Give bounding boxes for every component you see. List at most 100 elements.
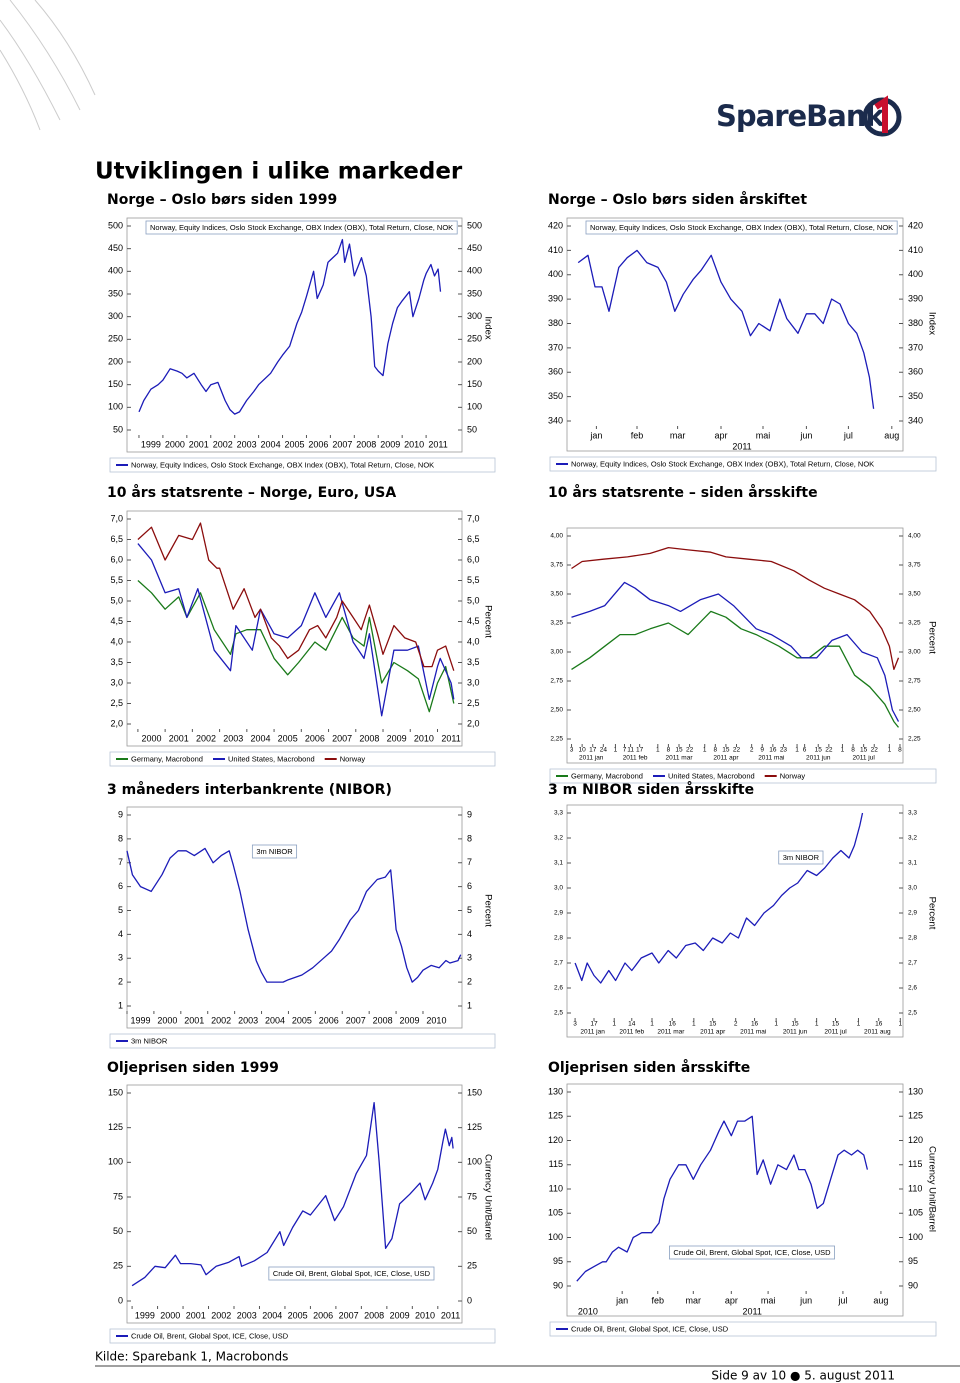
series-line xyxy=(574,812,864,984)
plot-frame xyxy=(566,527,904,764)
y2-tick-label: 2,8 xyxy=(908,935,917,942)
y2-tick-label: 390 xyxy=(908,294,923,304)
y2-tick-label: 120 xyxy=(908,1135,923,1145)
x-tick-label: 16 xyxy=(769,747,777,754)
x-tick-label: 2010 xyxy=(415,1310,435,1320)
y2-tick-label: 3,1 xyxy=(908,860,917,867)
y2-tick-label: 2,0 xyxy=(467,718,480,728)
y-tick-label: 100 xyxy=(108,1157,123,1167)
y-tick-label: 2,5 xyxy=(554,1010,563,1017)
x-tick-label: jul xyxy=(843,430,853,440)
y2-tick-label: 4,5 xyxy=(467,616,480,626)
x-tick-label: 2001 xyxy=(186,1310,206,1320)
x-tick-label: 2010 xyxy=(404,439,424,449)
y2-tick-label: 75 xyxy=(467,1191,477,1201)
x-group-label: 2011 xyxy=(742,1306,761,1316)
y2-axis-label: Currency Unit/Barrel xyxy=(482,1154,493,1240)
legend-label: Crude Oil, Brent, Global Spot, ICE, Clos… xyxy=(571,1324,729,1333)
legend-label: Norway xyxy=(340,754,366,763)
y-tick-label: 2,8 xyxy=(554,935,563,942)
deco-curve xyxy=(0,19,61,121)
x-tick-label: 2001 xyxy=(184,1015,204,1025)
y2-tick-label: 2,5 xyxy=(908,1010,917,1017)
x-tick-label: 8 xyxy=(851,747,855,754)
y-tick-label: 3,3 xyxy=(554,810,563,817)
x-tick-label: 2010 xyxy=(414,733,434,743)
y-tick-label: 150 xyxy=(108,1087,123,1097)
y-tick-label: 250 xyxy=(108,334,123,344)
legend-label: Germany, Macrobond xyxy=(571,771,643,780)
x-tick-label: mar xyxy=(686,1295,702,1305)
y2-axis-label: Percent xyxy=(926,621,937,654)
x-tick-label: 2003 xyxy=(237,1310,257,1320)
x-tick-label: 14 xyxy=(628,1021,636,1028)
y2-tick-label: 100 xyxy=(908,1232,923,1242)
y-tick-label: 150 xyxy=(108,379,123,389)
chart-heading: 10 års statsrente – siden årsskifte xyxy=(548,484,818,501)
x-tick-label: 15 xyxy=(791,1021,799,1028)
x-tick-label: 2006 xyxy=(313,1310,333,1320)
x-tick-label: mai xyxy=(761,1295,776,1305)
y-tick-label: 3,25 xyxy=(550,620,563,627)
y-tick-label: 95 xyxy=(553,1256,563,1266)
y2-tick-label: 200 xyxy=(467,356,482,366)
legend-box xyxy=(109,1033,496,1049)
plot-legend-box xyxy=(145,220,458,235)
y2-tick-label: 50 xyxy=(467,424,477,434)
legend-box xyxy=(109,1328,496,1344)
deco-curve xyxy=(0,49,41,131)
legend-box xyxy=(109,751,496,767)
y-tick-label: 3,5 xyxy=(110,657,123,667)
x-tick-label: 6 xyxy=(803,747,807,754)
x-group-label: 2011 xyxy=(732,441,751,451)
x-group-label: 2011 feb xyxy=(623,755,648,762)
series-line xyxy=(577,249,875,409)
y2-tick-label: 3,75 xyxy=(908,562,921,569)
legend-label: Germany, Macrobond xyxy=(131,754,203,763)
chart-heading: Oljeprisen siden 1999 xyxy=(107,1060,279,1076)
y2-tick-label: 1 xyxy=(467,1000,472,1010)
plot-frame xyxy=(126,217,463,453)
plot-legend-box xyxy=(251,844,298,859)
y-tick-label: 3,75 xyxy=(550,562,563,569)
plot-legend-box xyxy=(268,1266,435,1281)
y-tick-label: 2,75 xyxy=(550,678,563,685)
y-tick-label: 50 xyxy=(113,424,123,434)
x-tick-label: 2009 xyxy=(390,1310,410,1320)
chart-heading: 3 m NIBOR siden årsskifte xyxy=(548,781,754,798)
chart-heading: Norge – Oslo børs siden 1999 xyxy=(107,192,337,208)
x-tick-label: 2 xyxy=(734,1021,738,1028)
y-tick-label: 1 xyxy=(118,1000,123,1010)
y-tick-label: 120 xyxy=(548,1135,563,1145)
y-tick-label: 2,9 xyxy=(554,910,563,917)
x-tick-label: 16 xyxy=(875,1021,883,1028)
legend-box xyxy=(549,1321,937,1337)
x-tick-label: 2005 xyxy=(284,439,304,449)
y-tick-label: 2,6 xyxy=(554,985,563,992)
x-group-label: 2011 jul xyxy=(853,755,876,762)
x-tick-label: 3 xyxy=(570,747,574,754)
plot-frame xyxy=(126,806,463,1029)
x-tick-label: 10 xyxy=(579,747,587,754)
y-tick-label: 90 xyxy=(553,1280,563,1290)
x-tick-label: 2007 xyxy=(346,1015,366,1025)
y2-axis-label: Percent xyxy=(482,605,493,638)
x-tick-label: 17 xyxy=(590,1021,598,1028)
y-tick-label: 450 xyxy=(108,243,123,253)
x-group-label: 2011 jul xyxy=(824,1029,847,1036)
logo-one xyxy=(874,95,888,133)
x-group-label: 2011 jun xyxy=(783,1029,808,1036)
x-group-label: 2011 jan xyxy=(580,1029,605,1036)
series-line xyxy=(137,522,455,671)
y-tick-label: 100 xyxy=(548,1232,563,1242)
x-tick-label: 1 xyxy=(774,1021,778,1028)
x-tick-label: 1 xyxy=(815,1021,819,1028)
y-tick-label: 75 xyxy=(113,1191,123,1201)
chart-heading: Norge – Oslo børs siden årskiftet xyxy=(548,191,807,208)
x-tick-label: 16 xyxy=(669,1021,677,1028)
x-tick-label: 2003 xyxy=(237,439,257,449)
y2-tick-label: 3,00 xyxy=(908,649,921,656)
x-tick-label: 11 xyxy=(627,747,634,754)
x-tick-label: 2005 xyxy=(288,1310,308,1320)
